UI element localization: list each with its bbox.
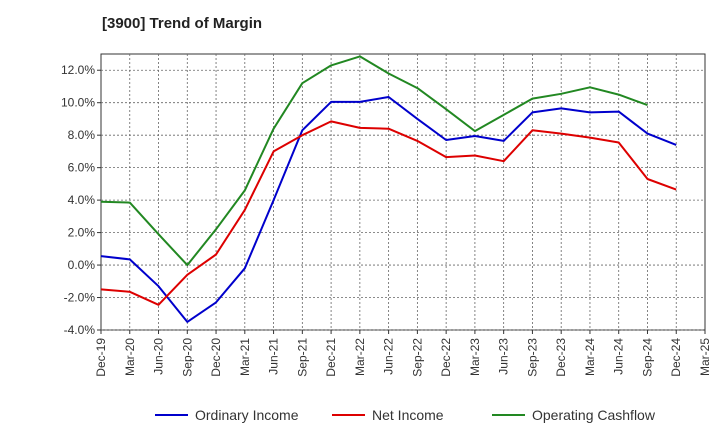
x-tick-label: Sep-20: [180, 338, 194, 377]
y-tick-label: 0.0%: [68, 258, 96, 272]
x-tick-label: Dec-19: [94, 338, 108, 377]
x-tick-label: Dec-20: [209, 338, 223, 377]
y-tick-label: 12.0%: [61, 63, 95, 77]
x-tick-label: Mar-23: [468, 338, 482, 376]
y-tick-label: 4.0%: [68, 193, 96, 207]
y-tick-label: -4.0%: [64, 323, 96, 337]
x-tick-label: Sep-22: [410, 338, 424, 377]
legend: Ordinary Income Net Income Operating Cashf…: [155, 407, 656, 423]
y-tick-label: 8.0%: [68, 128, 96, 142]
legend-label-net-income: Net Income: [372, 407, 444, 423]
x-tick-label: Jun-24: [612, 338, 626, 375]
x-tick-label: Jun-23: [497, 338, 511, 375]
series-line-ordinary-income: [100, 96, 677, 323]
series-lines: [100, 55, 677, 323]
x-tick-label: Dec-22: [439, 338, 453, 377]
x-tick-label: Dec-21: [324, 338, 338, 377]
x-tick-label: Sep-21: [295, 338, 309, 377]
y-tick-label: 6.0%: [68, 161, 96, 175]
x-tick-label: Jun-21: [267, 338, 281, 375]
y-tick-label: 10.0%: [61, 96, 95, 110]
legend-label-operating-cashflow: Operating Cashflow: [532, 407, 656, 423]
x-tick-label: Dec-24: [669, 338, 683, 377]
x-tick-label: Mar-24: [583, 338, 597, 376]
x-tick-label: Sep-23: [525, 338, 539, 377]
x-axis: Dec-19 Mar-20 Jun-20 Sep-20 Dec-20 Mar-21 Jun-…: [94, 330, 712, 377]
y-tick-label: -2.0%: [64, 291, 96, 305]
chart-title: [3900] Trend of Margin: [102, 15, 263, 32]
x-tick-label: Mar-25: [698, 338, 712, 376]
plot-area: [100, 53, 706, 331]
legend-label-ordinary-income: Ordinary Income: [195, 407, 299, 423]
y-tick-label: 2.0%: [68, 226, 96, 240]
gridlines: [101, 54, 705, 331]
x-tick-label: Mar-20: [123, 338, 137, 376]
x-tick-label: Mar-22: [353, 338, 367, 376]
series-line-net-income: [100, 120, 677, 306]
x-tick-label: Mar-21: [238, 338, 252, 376]
y-axis: -4.0% -2.0% 0.0% 2.0% 4.0% 6.0% 8.0% 10.0% 12.0%: [61, 63, 101, 337]
series-line-operating-cashflow: [100, 55, 648, 267]
x-tick-label: Sep-24: [640, 338, 654, 377]
x-tick-label: Jun-22: [382, 338, 396, 375]
x-tick-label: Dec-23: [554, 338, 568, 377]
x-tick-label: Jun-20: [152, 338, 166, 375]
